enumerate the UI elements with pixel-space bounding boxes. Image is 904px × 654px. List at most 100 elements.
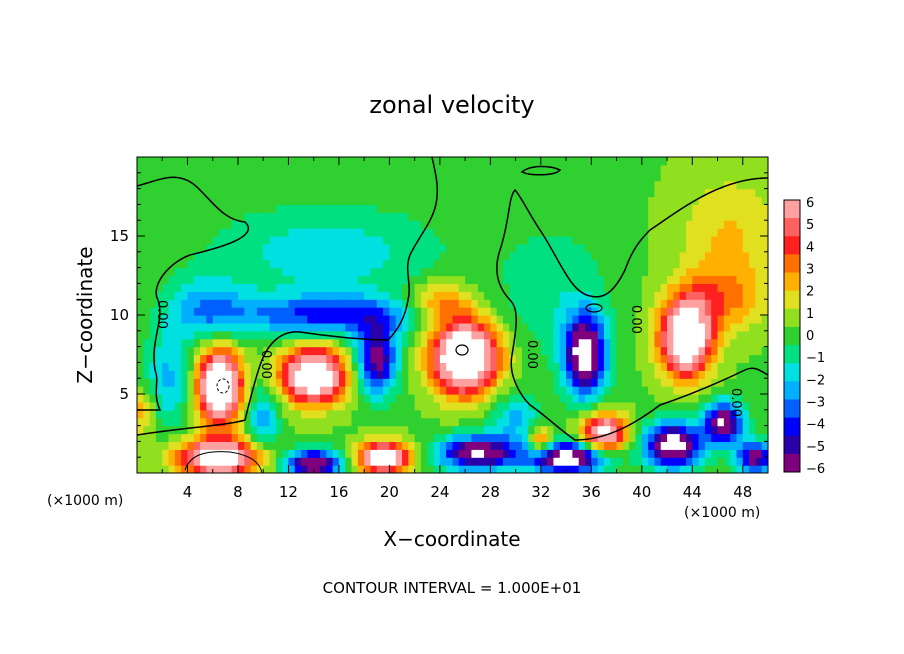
heatmap-cell — [667, 243, 674, 253]
heatmap-cell — [307, 236, 315, 245]
heatmap-cell — [458, 275, 466, 284]
heatmap-cell — [496, 425, 504, 435]
heatmap-cell — [357, 164, 365, 174]
heatmap-cell — [168, 441, 176, 450]
heatmap-cell — [660, 362, 668, 371]
heatmap-cell — [496, 251, 504, 261]
heatmap-cell — [452, 449, 460, 458]
heatmap-cell — [610, 291, 618, 300]
heatmap-cell — [597, 307, 605, 316]
heatmap-cell — [137, 307, 144, 316]
heatmap-cell — [395, 346, 403, 356]
heatmap-cell — [206, 283, 214, 292]
heatmap-cell — [326, 425, 334, 435]
heatmap-cell — [502, 188, 510, 198]
heatmap-cell — [263, 322, 271, 332]
heatmap-cell — [395, 441, 403, 450]
heatmap-cell — [761, 378, 768, 387]
heatmap-cell — [585, 370, 592, 379]
heatmap-cell — [357, 307, 365, 316]
heatmap-cell — [149, 188, 157, 198]
heatmap-cell — [698, 465, 706, 473]
heatmap-cell — [263, 441, 271, 450]
heatmap-cell — [212, 315, 220, 324]
heatmap-cell — [149, 275, 157, 284]
heatmap-cell — [187, 354, 195, 363]
heatmap-cell — [313, 307, 321, 316]
heatmap-cell — [667, 386, 674, 395]
heatmap-cell — [547, 449, 555, 458]
heatmap-cell — [723, 236, 731, 245]
heatmap-cell — [673, 267, 681, 277]
heatmap-cell — [660, 322, 668, 332]
heatmap-cell — [200, 243, 208, 253]
heatmap-cell — [174, 275, 182, 284]
heatmap-cell — [559, 362, 567, 371]
heatmap-cell — [610, 212, 618, 221]
heatmap-cell — [521, 417, 529, 427]
heatmap-cell — [578, 259, 586, 269]
heatmap-cell — [376, 465, 384, 473]
heatmap-cell — [667, 425, 674, 435]
heatmap-cell — [591, 172, 599, 182]
heatmap-cell — [187, 267, 195, 277]
heatmap-cell — [402, 157, 409, 166]
heatmap-cell — [351, 212, 359, 221]
heatmap-cell — [484, 322, 491, 332]
heatmap-cell — [528, 172, 536, 182]
heatmap-cell — [496, 204, 504, 213]
heatmap-cell — [730, 409, 738, 419]
heatmap-cell — [566, 346, 573, 356]
heatmap-cell — [717, 322, 725, 332]
heatmap-cell — [730, 307, 738, 316]
colorbar-swatch — [784, 290, 800, 310]
heatmap-cell — [471, 228, 479, 237]
heatmap-cell — [641, 425, 649, 435]
heatmap-cell — [301, 315, 308, 324]
heatmap-cell — [572, 188, 580, 198]
heatmap-cell — [294, 275, 302, 284]
heatmap-cell — [528, 394, 536, 403]
heatmap-cell — [263, 259, 271, 269]
zero-contour-loop-c — [585, 303, 603, 313]
heatmap-cell — [496, 338, 504, 348]
heatmap-cell — [509, 417, 517, 427]
heatmap-cell — [143, 338, 151, 348]
heatmap-cell — [578, 322, 586, 332]
heatmap-cell — [181, 322, 189, 332]
heatmap-cell — [439, 180, 447, 190]
heatmap-cell — [515, 449, 523, 458]
heatmap-cell — [155, 220, 163, 229]
heatmap-cell — [566, 251, 573, 261]
heatmap-cell — [547, 212, 555, 221]
heatmap-cell — [654, 322, 662, 332]
heatmap-cell — [717, 441, 725, 450]
heatmap-cell — [427, 164, 435, 174]
heatmap-cell — [155, 425, 163, 435]
heatmap-cell — [622, 417, 630, 427]
heatmap-cell — [357, 425, 365, 435]
heatmap-cell — [212, 299, 220, 308]
heatmap-cell — [521, 243, 529, 253]
heatmap-cell — [168, 243, 176, 253]
heatmap-cell — [219, 322, 226, 332]
heatmap-cell — [534, 370, 542, 379]
heatmap-cell — [755, 188, 763, 198]
heatmap-cell — [282, 164, 290, 174]
heatmap-cell — [351, 188, 359, 198]
heatmap-cell — [540, 267, 548, 277]
heatmap-cell — [168, 346, 176, 356]
heatmap-cell — [553, 283, 561, 292]
heatmap-cell — [137, 267, 144, 277]
heatmap-cell — [730, 465, 738, 473]
heatmap-cell — [622, 378, 630, 387]
heatmap-cell — [155, 251, 163, 261]
heatmap-cell — [622, 386, 630, 395]
heatmap-cell — [692, 378, 700, 387]
heatmap-cell — [181, 188, 189, 198]
heatmap-cell — [559, 196, 567, 205]
heatmap-cell — [162, 157, 170, 166]
heatmap-cell — [370, 299, 378, 308]
heatmap-cell — [736, 330, 744, 340]
heatmap-cell — [427, 220, 435, 229]
